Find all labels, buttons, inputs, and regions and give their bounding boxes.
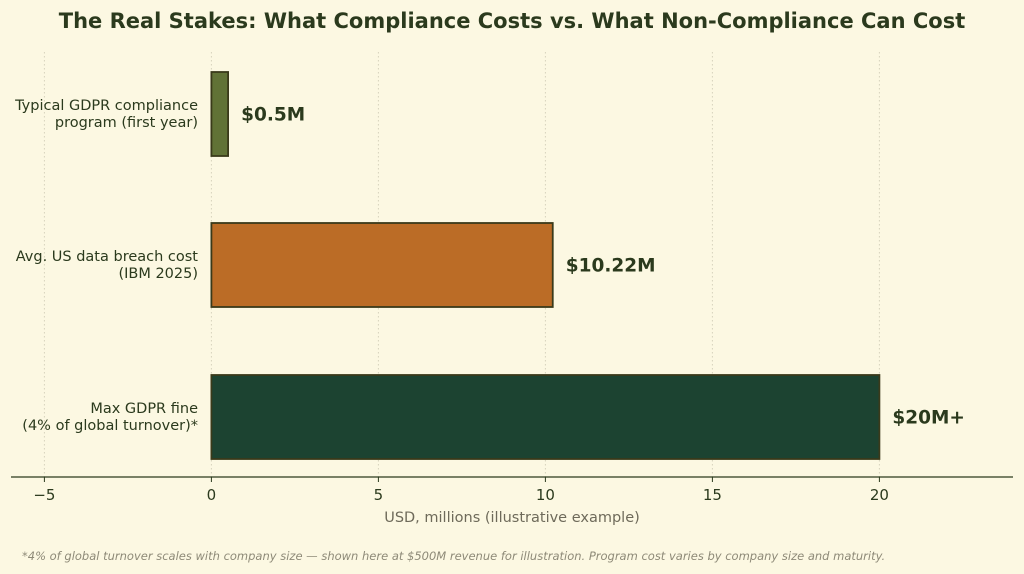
data-labels: $0.5M $10.22M $20M+ <box>241 105 965 429</box>
bar <box>210 71 229 157</box>
x-axis-ticks: −5 0 5 10 15 20 <box>33 477 889 504</box>
category-label-line: Max GDPR fine <box>90 401 198 417</box>
category-label: Avg. US data breach cost (IBM 2025) <box>16 249 199 282</box>
tick-label: 15 <box>703 486 722 504</box>
bars <box>210 71 881 460</box>
category-label: Max GDPR fine (4% of global turnover)* <box>22 401 198 434</box>
tick-label: 5 <box>374 486 384 504</box>
category-label-line: Avg. US data breach cost <box>16 249 199 265</box>
data-label: $20M+ <box>892 408 965 429</box>
chart-title: The Real Stakes: What Compliance Costs v… <box>59 9 965 33</box>
footnote: *4% of global turnover scales with compa… <box>22 549 885 563</box>
x-axis-label: USD, millions (illustrative example) <box>384 510 640 526</box>
category-label-line: program (first year) <box>55 115 198 131</box>
category-labels: Typical GDPR compliance program (first ye… <box>14 98 198 434</box>
tick-label: 0 <box>207 486 217 504</box>
data-label: $0.5M <box>241 105 305 126</box>
bar <box>210 374 881 460</box>
tick-label: 20 <box>870 486 889 504</box>
category-label: Typical GDPR compliance program (first ye… <box>14 98 198 131</box>
bar <box>210 222 554 308</box>
category-label-line: Typical GDPR compliance <box>14 98 198 114</box>
category-label-line: (IBM 2025) <box>118 266 198 282</box>
data-label: $10.22M <box>566 256 656 277</box>
tick-label: 10 <box>536 486 555 504</box>
category-label-line: (4% of global turnover)* <box>22 418 198 434</box>
tick-label: −5 <box>33 486 55 504</box>
